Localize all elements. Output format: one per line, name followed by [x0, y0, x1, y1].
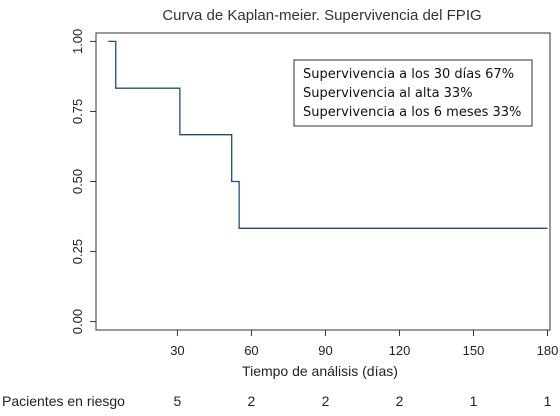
- survival-step-line: [108, 40, 548, 229]
- annotation-line: Supervivencia a los 6 meses 33%: [303, 105, 521, 120]
- risk-table: 5 2 2 2 1 1: [174, 393, 552, 409]
- x-axis-label: Tiempo de análisis (días): [242, 363, 398, 379]
- annotation-text: Supervivencia a los 30 días 67% Supervive…: [303, 67, 521, 120]
- y-tick-label: 0.75: [70, 99, 85, 124]
- risk-count: 1: [470, 393, 478, 409]
- risk-count: 2: [322, 393, 330, 409]
- risk-count: 1: [544, 393, 552, 409]
- risk-count: 2: [396, 393, 404, 409]
- series-layer: [108, 40, 548, 229]
- x-tick-label: 120: [389, 343, 411, 358]
- y-tick-label: 0.25: [70, 239, 85, 264]
- y-tick-label: 1.00: [70, 29, 85, 54]
- y-axis: 0.00 0.25 0.50 0.75 1.00: [70, 29, 96, 334]
- chart-title: Curva de Kaplan-meier. Supervivencia del…: [162, 7, 481, 24]
- x-tick-label: 150: [463, 343, 485, 358]
- risk-table-label: Pacientes en riesgo: [2, 393, 125, 409]
- risk-count: 2: [248, 393, 256, 409]
- x-axis: 30 60 90 120 150 180: [170, 330, 558, 358]
- x-tick-label: 60: [244, 343, 258, 358]
- x-tick-label: 90: [318, 343, 332, 358]
- y-tick-label: 0.50: [70, 169, 85, 194]
- x-tick-label: 180: [537, 343, 559, 358]
- annotation-line: Supervivencia a los 30 días 67%: [303, 67, 514, 82]
- y-tick-label: 0.00: [70, 309, 85, 334]
- risk-count: 5: [174, 393, 182, 409]
- annotation-box: [293, 59, 533, 127]
- x-tick-label: 30: [170, 343, 184, 358]
- annotation-line: Supervivencia al alta 33%: [303, 86, 473, 101]
